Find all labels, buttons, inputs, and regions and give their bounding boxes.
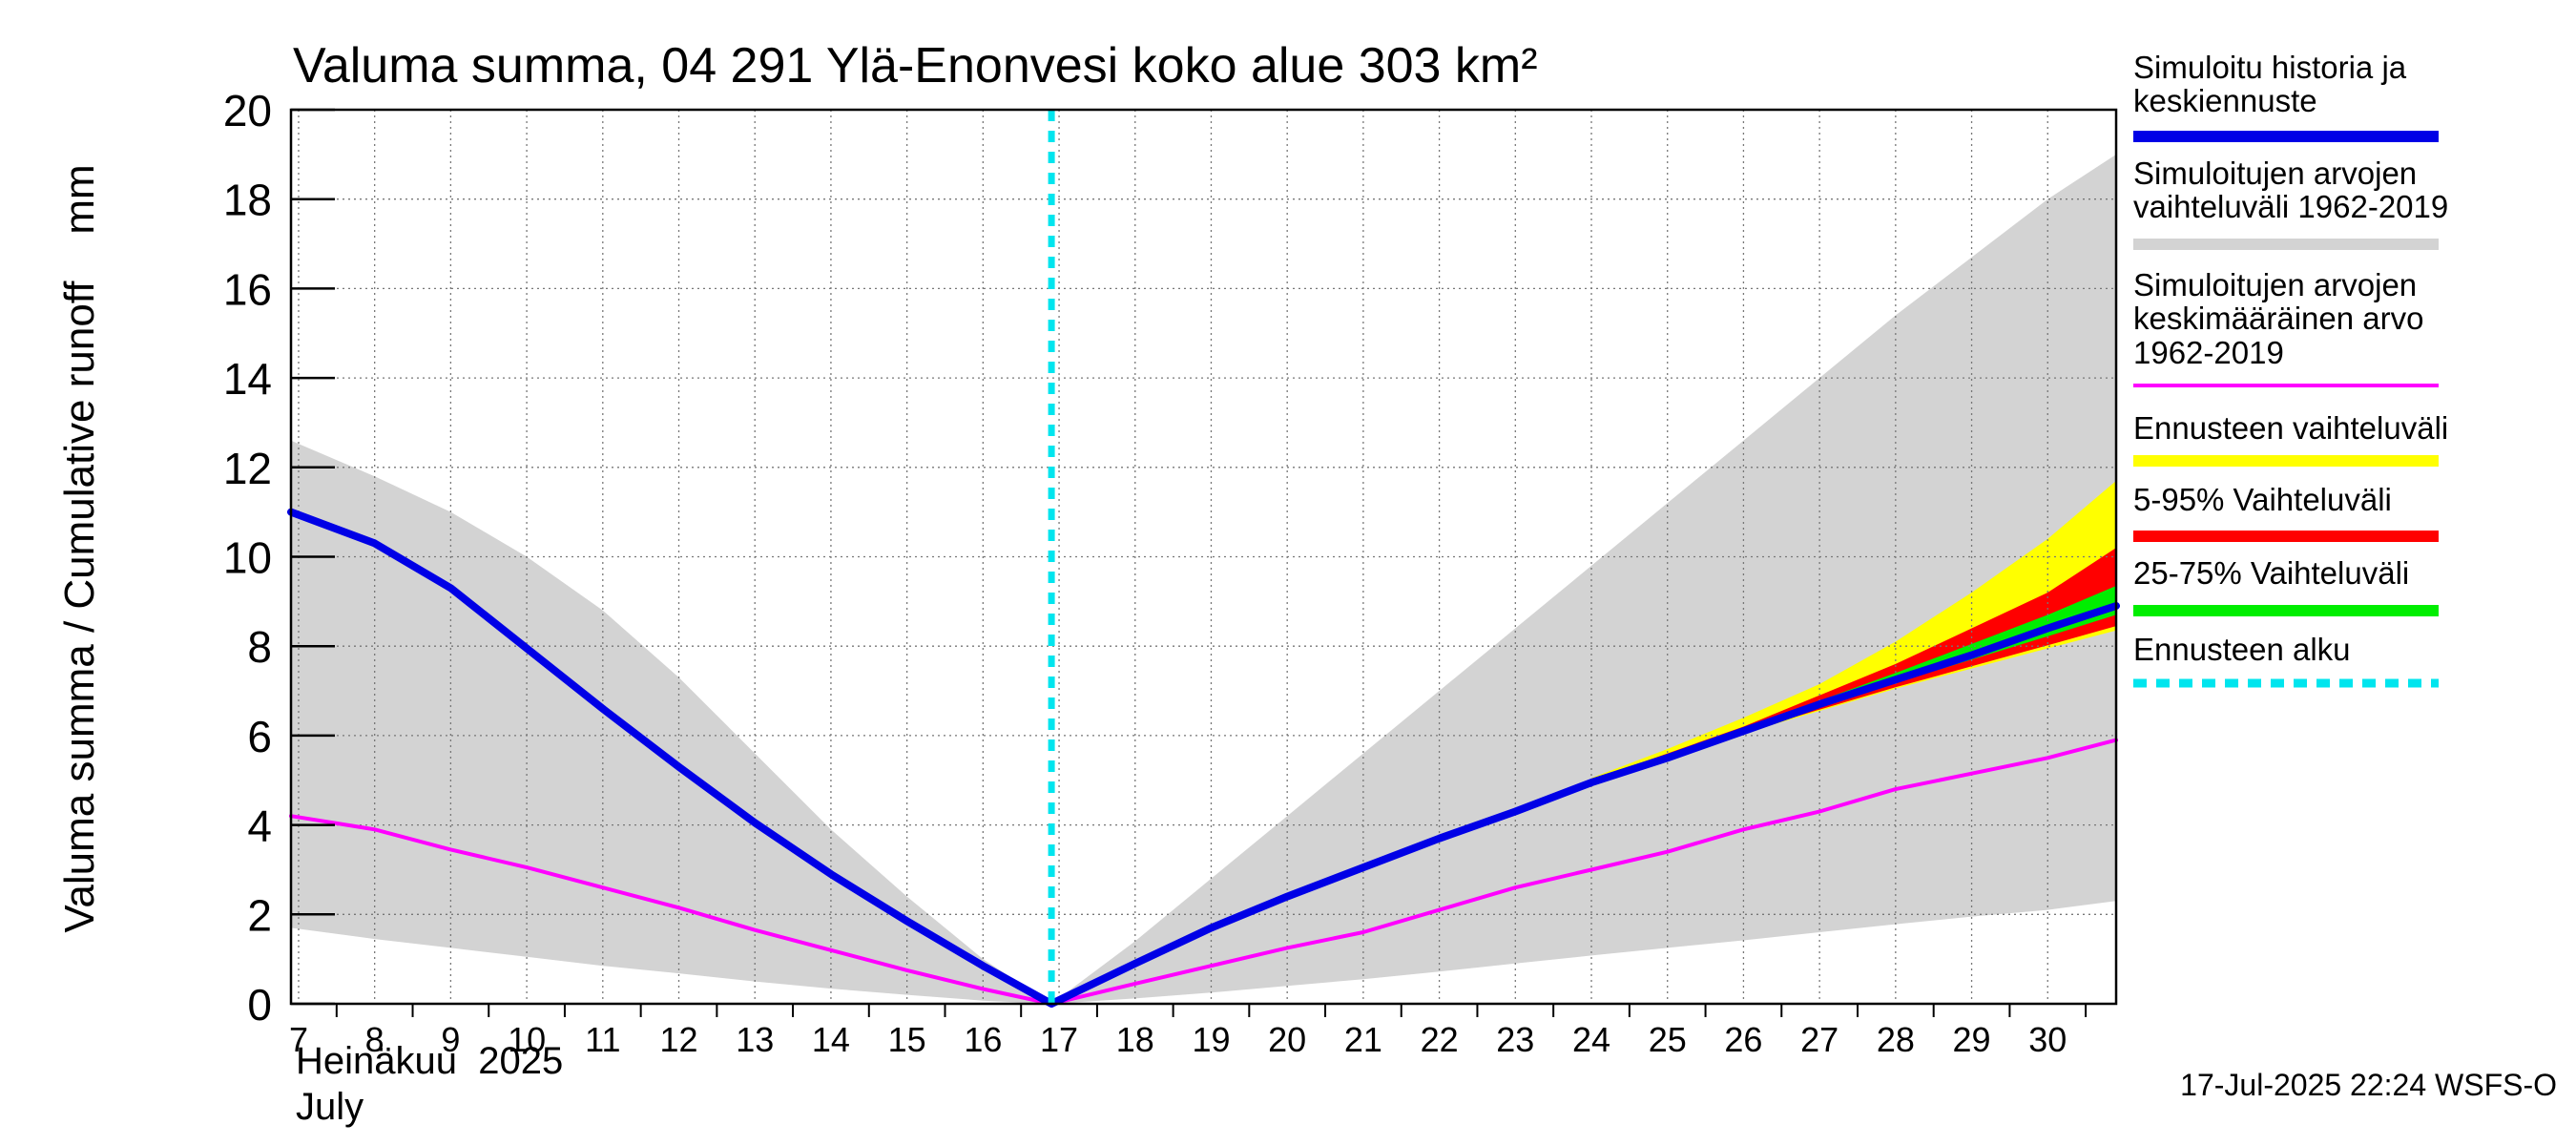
y-tick-label: 6 bbox=[247, 712, 272, 761]
x-tick-label: 24 bbox=[1572, 1020, 1610, 1059]
axes-layer bbox=[289, 108, 2118, 1017]
x-tick-label: 18 bbox=[1116, 1020, 1154, 1059]
x-tick-label: 29 bbox=[1953, 1020, 1991, 1059]
x-tick-label: 19 bbox=[1192, 1020, 1230, 1059]
legend-item-label: 1962-2019 bbox=[2133, 335, 2284, 370]
x-tick-label: 12 bbox=[659, 1020, 697, 1059]
legend: Simuloitu historia jakeskiennusteSimuloi… bbox=[2133, 50, 2448, 688]
x-axis-label-month: Heinäkuu 2025 bbox=[296, 1040, 563, 1082]
legend-item-label: keskiennuste bbox=[2133, 83, 2317, 118]
legend-item-label: Simuloitu historia ja bbox=[2133, 50, 2407, 85]
series-lines-layer bbox=[287, 110, 2120, 1008]
x-axis-label-month-english: July bbox=[296, 1086, 364, 1128]
x-tick-label: 17 bbox=[1040, 1020, 1078, 1059]
legend-item-label: Simuloitujen arvojen bbox=[2133, 156, 2417, 191]
y-tick-label: 20 bbox=[223, 86, 272, 135]
y-tick-label: 12 bbox=[223, 444, 272, 493]
y-tick-label: 8 bbox=[247, 622, 272, 672]
y-tick-label: 18 bbox=[223, 176, 272, 225]
y-tick-label: 2 bbox=[247, 890, 272, 940]
x-tick-label: 20 bbox=[1268, 1020, 1306, 1059]
historical-range-band bbox=[291, 154, 2116, 1004]
x-tick-label: 21 bbox=[1344, 1020, 1382, 1059]
y-tick-label: 16 bbox=[223, 264, 272, 314]
chart-title: Valuma summa, 04 291 Ylä-Enonvesi koko a… bbox=[293, 38, 1538, 94]
x-tick-label: 22 bbox=[1421, 1020, 1459, 1059]
simulated-forecast-line bbox=[287, 508, 2120, 1008]
x-tick-label: 28 bbox=[1877, 1020, 1915, 1059]
grid-layer bbox=[291, 109, 2116, 1004]
legend-item: 5-95% Vaihteluväli bbox=[2133, 482, 2439, 542]
bands-layer bbox=[291, 154, 2116, 1004]
legend-item: Ennusteen alku bbox=[2133, 632, 2439, 688]
x-tick-label: 11 bbox=[585, 1020, 620, 1059]
legend-item-label: keskimääräinen arvo bbox=[2133, 301, 2423, 336]
x-tick-label: 23 bbox=[1496, 1020, 1534, 1059]
y-axis-label: Valuma summa / Cumulative runoff mm bbox=[56, 164, 103, 932]
x-tick-label: 8 bbox=[365, 1020, 384, 1059]
x-tick-label: 26 bbox=[1724, 1020, 1762, 1059]
x-tick-label: 25 bbox=[1649, 1020, 1687, 1059]
legend-item-label: Simuloitujen arvojen bbox=[2133, 267, 2417, 302]
legend-item-label: Ennusteen vaihteluväli bbox=[2133, 410, 2448, 446]
legend-item-label: 5-95% Vaihteluväli bbox=[2133, 482, 2392, 517]
y-tick-label: 4 bbox=[247, 802, 272, 851]
x-tick-label: 30 bbox=[2028, 1020, 2067, 1059]
x-tick-label: 27 bbox=[1800, 1020, 1839, 1059]
x-tick-label: 7 bbox=[289, 1020, 308, 1059]
y-tick-label: 14 bbox=[223, 354, 272, 404]
legend-item-label: Ennusteen alku bbox=[2133, 632, 2351, 667]
x-tick-label: 10 bbox=[508, 1020, 546, 1059]
x-tick-label: 15 bbox=[888, 1020, 926, 1059]
x-tick-label: 16 bbox=[964, 1020, 1002, 1059]
y-tick-label: 10 bbox=[223, 533, 272, 583]
x-tick-label: 9 bbox=[441, 1020, 460, 1059]
legend-item-label: vaihteluväli 1962-2019 bbox=[2133, 189, 2448, 224]
legend-item-label: 25-75% Vaihteluväli bbox=[2133, 555, 2409, 591]
y-tick-label: 0 bbox=[247, 980, 272, 1030]
legend-item: Ennusteen vaihteluväli bbox=[2133, 410, 2448, 467]
x-tick-label: 14 bbox=[812, 1020, 850, 1059]
timestamp: 17-Jul-2025 22:24 WSFS-O bbox=[2180, 1068, 2557, 1102]
x-tick-label: 13 bbox=[736, 1020, 774, 1059]
historical-mean-line bbox=[289, 738, 2118, 1006]
legend-item: 25-75% Vaihteluväli bbox=[2133, 555, 2439, 616]
